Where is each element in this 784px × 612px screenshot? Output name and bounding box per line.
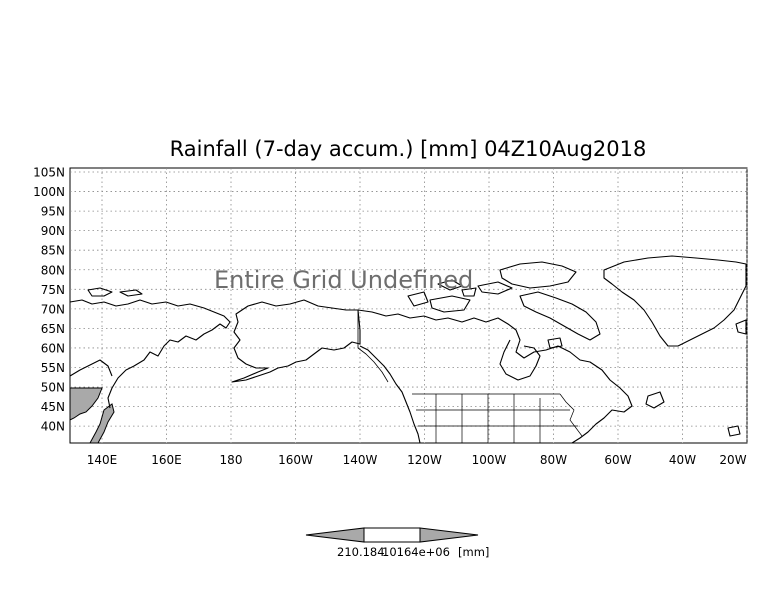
colorbar-units-label: [mm]: [458, 545, 489, 559]
lon-tick-label: 140W: [343, 453, 378, 467]
lat-tick-label: 40N: [41, 420, 65, 434]
lat-tick-label: 60N: [41, 341, 65, 355]
longitude-gridlines: [101, 168, 748, 443]
latitude-gridlines: [70, 171, 747, 427]
island-newfoundland: [645, 391, 665, 409]
lat-tick-label: 100N: [33, 185, 65, 199]
island-new-siberian: [87, 287, 113, 297]
lat-tick-label: 75N: [41, 283, 65, 297]
map-frame: [69, 167, 748, 444]
lon-tick-label: 140E: [87, 453, 118, 467]
map-title: Rainfall (7-day accum.) [mm] 04Z10Aug201…: [170, 137, 647, 161]
longitude-tick-labels: 140E 160E 180 160W 140W 120W 100W 80W 60W 40W 20W: [87, 453, 747, 467]
island-iceland-edge: [727, 425, 741, 437]
coastline-siberia: [69, 299, 231, 409]
lat-tick-label: 85N: [41, 244, 65, 258]
map-plot-area: Entire Grid Undefined 105N 100N 95N 90N 85N 8…: [33, 166, 748, 467]
lon-tick-label: 40W: [669, 453, 696, 467]
lat-tick-label: 45N: [41, 400, 65, 414]
us-state-borders: [412, 393, 583, 443]
border-alaska-canada: [357, 310, 389, 383]
island-cluster-1: [437, 279, 463, 291]
coastline-greenland: [603, 255, 747, 347]
island-banks: [407, 291, 429, 307]
lat-tick-label: 95N: [41, 205, 65, 219]
lon-tick-label: 160E: [151, 453, 182, 467]
lat-tick-label: 55N: [41, 361, 65, 375]
lat-tick-label: 70N: [41, 302, 65, 316]
shaded-region-kamchatka: [69, 387, 103, 421]
colorbar-right-triangle: [419, 527, 479, 543]
lon-tick-label: 80W: [540, 453, 567, 467]
coastline-arctic-canada: [357, 309, 633, 444]
lat-tick-label: 50N: [41, 381, 65, 395]
island-southampton: [547, 337, 563, 349]
coastline-hudson-bay: [499, 339, 541, 381]
lon-tick-label: 180: [220, 453, 243, 467]
colorbar: 210.184 10164e+06 [mm]: [305, 527, 489, 559]
lat-tick-label: 80N: [41, 263, 65, 277]
lon-tick-label: 100W: [472, 453, 507, 467]
island-svalbard-edge: [735, 319, 747, 335]
colorbar-label-max: 10164e+06: [382, 545, 450, 559]
lon-tick-label: 20W: [719, 453, 746, 467]
island-baffin: [519, 291, 601, 341]
coastline-pacific-canada: [359, 345, 421, 444]
border-great-lakes: [559, 393, 583, 437]
island-ellesmere: [499, 261, 577, 289]
colorbar-left-triangle: [305, 527, 365, 543]
lat-tick-label: 65N: [41, 322, 65, 336]
land-outlines: [69, 255, 747, 444]
lon-tick-label: 160W: [278, 453, 313, 467]
shaded-region-sakhalin: [89, 403, 115, 444]
shaded-land-region: [69, 387, 115, 444]
colorbar-center-box: [363, 527, 421, 543]
lon-tick-label: 120W: [407, 453, 442, 467]
lat-tick-label: 90N: [41, 224, 65, 238]
lat-tick-label: 105N: [33, 166, 65, 180]
island-devon: [477, 281, 513, 295]
coastline-okhotsk: [69, 359, 113, 377]
lon-tick-label: 60W: [604, 453, 631, 467]
latitude-tick-labels: 105N 100N 95N 90N 85N 80N 75N 70N 65N 60N 55N 50N 45…: [33, 166, 65, 434]
island-wrangel: [119, 289, 143, 297]
island-cluster-2: [461, 287, 477, 297]
entire-grid-undefined-message: Entire Grid Undefined: [214, 266, 473, 294]
coastline-alaska: [231, 299, 361, 383]
colorbar-label-min: 210.184: [337, 545, 385, 559]
island-victoria: [429, 295, 471, 313]
